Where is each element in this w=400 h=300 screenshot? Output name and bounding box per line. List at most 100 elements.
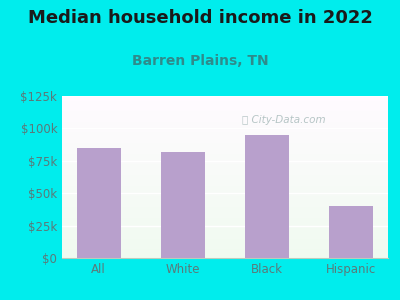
Bar — [62, 212, 388, 213]
Bar — [62, 182, 388, 183]
Bar — [62, 223, 388, 224]
Bar — [62, 198, 388, 199]
Bar — [62, 151, 388, 152]
Bar — [62, 196, 388, 197]
Bar — [62, 211, 388, 212]
Bar — [62, 181, 388, 182]
Bar — [62, 253, 388, 254]
Bar — [62, 188, 388, 189]
Bar — [62, 126, 388, 127]
Bar — [62, 112, 388, 113]
Bar — [62, 102, 388, 103]
Bar — [62, 199, 388, 200]
Bar — [62, 209, 388, 210]
Bar — [62, 160, 388, 161]
Bar — [62, 109, 388, 110]
Bar — [62, 176, 388, 177]
Bar — [62, 222, 388, 223]
Bar — [62, 138, 388, 139]
Bar — [62, 183, 388, 184]
Bar — [62, 173, 388, 174]
Bar — [62, 184, 388, 185]
Bar — [62, 180, 388, 181]
Bar — [62, 191, 388, 192]
Bar — [62, 178, 388, 179]
Bar — [62, 171, 388, 172]
Bar — [62, 103, 388, 104]
Bar — [62, 179, 388, 180]
Bar — [62, 159, 388, 160]
Bar — [62, 128, 388, 129]
Bar — [62, 143, 388, 144]
Bar — [62, 175, 388, 176]
Bar — [62, 96, 388, 97]
Bar — [62, 135, 388, 136]
Bar — [62, 237, 388, 238]
Bar — [62, 155, 388, 156]
Bar — [62, 147, 388, 148]
Bar — [62, 117, 388, 118]
Bar — [62, 206, 388, 207]
Bar — [62, 194, 388, 195]
Bar — [62, 238, 388, 239]
Bar — [62, 246, 388, 247]
Bar — [62, 106, 388, 107]
Bar — [62, 210, 388, 211]
Bar — [62, 105, 388, 106]
Bar — [62, 152, 388, 153]
Bar — [62, 202, 388, 203]
Bar — [62, 101, 388, 102]
Bar — [62, 137, 388, 138]
Bar — [62, 186, 388, 187]
Bar — [62, 123, 388, 124]
Bar — [62, 132, 388, 133]
Bar — [62, 124, 388, 125]
Bar — [62, 250, 388, 251]
Bar — [62, 146, 388, 147]
Bar — [62, 193, 388, 194]
Bar — [62, 104, 388, 105]
Bar — [62, 113, 388, 114]
Bar — [62, 197, 388, 198]
Bar — [62, 172, 388, 173]
Bar — [62, 111, 388, 112]
Bar — [62, 154, 388, 155]
Bar — [62, 120, 388, 121]
Bar — [62, 207, 388, 208]
Bar — [62, 174, 388, 175]
Bar — [62, 134, 388, 135]
Bar — [62, 233, 388, 234]
Bar — [330, 206, 373, 258]
Bar — [161, 152, 205, 258]
Bar — [62, 239, 388, 240]
Bar — [62, 214, 388, 215]
Bar — [62, 219, 388, 220]
Bar — [62, 99, 388, 100]
Bar — [62, 131, 388, 132]
Bar — [62, 169, 388, 170]
Text: ⓘ City-Data.com: ⓘ City-Data.com — [242, 115, 326, 125]
Text: Median household income in 2022: Median household income in 2022 — [28, 9, 372, 27]
Bar — [62, 187, 388, 188]
Bar — [62, 118, 388, 119]
Bar — [62, 98, 388, 99]
Text: Barren Plains, TN: Barren Plains, TN — [132, 54, 268, 68]
Bar — [62, 243, 388, 244]
Bar — [62, 201, 388, 202]
Bar — [62, 242, 388, 243]
Bar — [62, 133, 388, 134]
Bar — [62, 226, 388, 227]
Bar — [62, 251, 388, 252]
Bar — [62, 107, 388, 108]
Bar — [62, 192, 388, 193]
Bar — [62, 204, 388, 205]
Bar — [62, 224, 388, 225]
Bar — [62, 229, 388, 230]
Bar — [62, 248, 388, 249]
Bar — [62, 150, 388, 151]
Bar — [62, 119, 388, 120]
Bar — [62, 254, 388, 255]
Bar — [62, 116, 388, 117]
Bar — [62, 200, 388, 201]
Bar — [62, 189, 388, 190]
